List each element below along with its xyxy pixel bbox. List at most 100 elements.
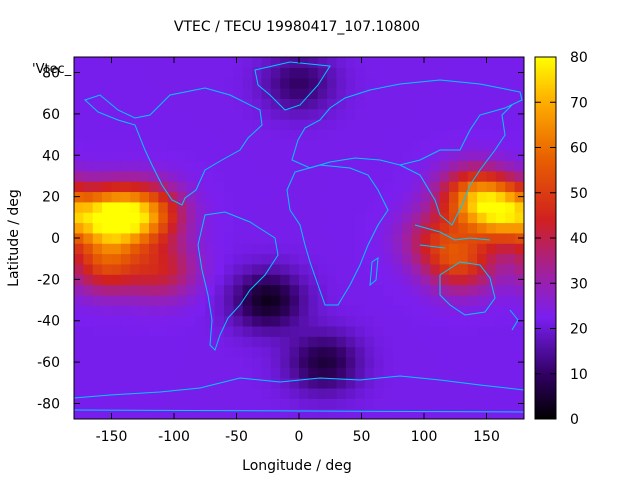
heatmap-cell [149, 315, 159, 327]
heatmap-cell [195, 67, 206, 79]
heatmap-cell [289, 356, 300, 368]
heatmap-cell [158, 274, 169, 286]
heatmap-cell [139, 222, 150, 234]
heatmap-cell [233, 170, 244, 182]
heatmap-cell [270, 284, 281, 296]
heatmap-cell [308, 408, 319, 419]
heatmap-cell [270, 232, 281, 244]
heatmap-cell [149, 57, 159, 68]
heatmap-cell [83, 367, 94, 379]
heatmap-cell [495, 57, 506, 68]
heatmap-cell [402, 191, 413, 203]
heatmap-cell [270, 150, 281, 162]
heatmap-cell [486, 201, 497, 213]
heatmap-cell [214, 57, 225, 68]
heatmap-cell [495, 367, 506, 379]
heatmap-cell [177, 139, 188, 151]
heatmap-cell [383, 253, 394, 265]
heatmap-cell [420, 57, 431, 68]
heatmap-cell [186, 243, 197, 255]
heatmap-cell [130, 139, 141, 151]
heatmap-cell [420, 201, 431, 213]
heatmap-cell [92, 408, 103, 419]
heatmap-cell [252, 315, 263, 327]
heatmap-cell [477, 356, 488, 368]
heatmap-cell [139, 139, 150, 151]
heatmap-cell [317, 57, 328, 68]
heatmap-cell [242, 336, 253, 348]
heatmap-cell [364, 129, 375, 141]
heatmap-cell [439, 284, 450, 296]
heatmap-cell [449, 356, 459, 368]
heatmap-cell [83, 325, 94, 337]
heatmap-cell [383, 387, 394, 399]
heatmap-cell [411, 315, 422, 327]
heatmap-cell [233, 274, 244, 286]
heatmap-cell [477, 150, 488, 162]
heatmap-cell [83, 88, 94, 99]
heatmap-cell [345, 387, 356, 399]
heatmap-cell [327, 274, 338, 286]
heatmap-cell [167, 222, 178, 234]
heatmap-cell [111, 232, 122, 244]
heatmap-cell [167, 232, 178, 244]
heatmap-cell [383, 398, 394, 410]
heatmap-cell [167, 170, 178, 182]
heatmap-cell [158, 67, 169, 79]
heatmap-cell [270, 77, 281, 89]
heatmap-cell [120, 170, 131, 182]
heatmap-cell [149, 129, 159, 141]
heatmap-cell [317, 387, 328, 399]
heatmap-cell [449, 294, 459, 306]
heatmap-cell [336, 222, 347, 234]
heatmap-cell [411, 191, 422, 203]
heatmap-cell [449, 315, 459, 327]
heatmap-cell [111, 305, 122, 317]
heatmap-cell [83, 181, 94, 193]
heatmap-cell [149, 243, 159, 255]
y-tick-label: 0 [51, 231, 60, 247]
heatmap-cell [374, 98, 384, 110]
colorbar-tick-label: 40 [570, 231, 588, 247]
heatmap-cell [420, 284, 431, 296]
heatmap-cell [308, 305, 319, 317]
heatmap-cell [355, 129, 366, 141]
heatmap-cell [299, 77, 309, 89]
heatmap-cell [495, 315, 506, 327]
heatmap-cell [317, 77, 328, 89]
heatmap-cell [289, 191, 300, 203]
heatmap-cell [392, 253, 403, 265]
heatmap-cell [205, 243, 216, 255]
heatmap-cell [261, 367, 272, 379]
heatmap-cell [486, 222, 497, 234]
heatmap-cell [411, 232, 422, 244]
heatmap-cell [205, 212, 216, 224]
heatmap-cell [289, 336, 300, 348]
heatmap-cell [345, 77, 356, 89]
heatmap-cell [270, 367, 281, 379]
heatmap-cell [392, 325, 403, 337]
heatmap-cell [139, 57, 150, 68]
x-tick-label: 0 [295, 429, 304, 445]
heatmap-cell [486, 274, 497, 286]
heatmap-cell [383, 243, 394, 255]
heatmap-cell [214, 129, 225, 141]
heatmap-cell [167, 263, 178, 275]
heatmap-cell [139, 263, 150, 275]
heatmap-cell [345, 294, 356, 306]
heatmap-cell [280, 108, 291, 120]
heatmap-cell [327, 398, 338, 410]
heatmap-cell [130, 181, 141, 193]
heatmap-cell [364, 119, 375, 130]
heatmap-cell [214, 201, 225, 213]
heatmap-cell [83, 263, 94, 275]
heatmap-cell [289, 139, 300, 151]
heatmap-cell [102, 98, 113, 110]
heatmap-cell [270, 212, 281, 224]
heatmap-cell [120, 232, 131, 244]
heatmap-cell [364, 263, 375, 275]
heatmap-cell [411, 108, 422, 120]
heatmap-cell [458, 274, 469, 286]
heatmap-cell [158, 377, 169, 389]
heatmap-cell [149, 336, 159, 348]
